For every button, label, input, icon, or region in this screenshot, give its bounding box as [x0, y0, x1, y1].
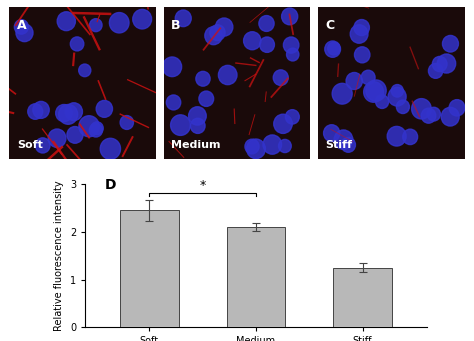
Circle shape: [283, 37, 299, 53]
Circle shape: [274, 114, 292, 133]
Circle shape: [36, 138, 50, 153]
Circle shape: [334, 130, 353, 149]
Circle shape: [346, 73, 363, 89]
Circle shape: [387, 127, 406, 146]
Text: B: B: [171, 19, 181, 32]
Circle shape: [355, 47, 370, 63]
Circle shape: [191, 118, 205, 133]
Circle shape: [57, 12, 75, 31]
Circle shape: [396, 100, 410, 114]
Circle shape: [33, 101, 49, 118]
Circle shape: [16, 24, 33, 42]
Circle shape: [215, 18, 233, 36]
Circle shape: [100, 138, 120, 159]
Circle shape: [432, 56, 447, 72]
Circle shape: [285, 110, 299, 124]
Circle shape: [59, 104, 78, 124]
Circle shape: [282, 8, 298, 25]
Y-axis label: Relative fluorescence intensity: Relative fluorescence intensity: [55, 180, 64, 331]
Text: Soft: Soft: [17, 140, 43, 150]
Circle shape: [350, 25, 368, 43]
Circle shape: [79, 64, 91, 77]
Circle shape: [411, 99, 431, 119]
Circle shape: [79, 116, 99, 137]
Text: C: C: [325, 19, 334, 32]
Circle shape: [89, 123, 102, 137]
Circle shape: [133, 9, 152, 29]
Text: A: A: [17, 19, 27, 32]
Bar: [227, 227, 285, 327]
Circle shape: [391, 85, 403, 97]
Circle shape: [120, 116, 134, 130]
Circle shape: [324, 125, 340, 142]
Circle shape: [328, 42, 340, 55]
Circle shape: [361, 70, 375, 85]
Circle shape: [375, 95, 389, 108]
Circle shape: [438, 54, 456, 73]
Circle shape: [166, 95, 181, 110]
Circle shape: [325, 41, 340, 57]
Text: *: *: [200, 179, 206, 192]
Circle shape: [273, 70, 288, 86]
Circle shape: [246, 139, 265, 159]
Circle shape: [354, 19, 369, 35]
Circle shape: [263, 135, 282, 154]
Circle shape: [388, 87, 406, 106]
Circle shape: [219, 65, 237, 85]
Circle shape: [244, 32, 261, 50]
Circle shape: [421, 108, 436, 123]
Bar: [333, 268, 392, 327]
Circle shape: [245, 139, 259, 154]
Circle shape: [341, 137, 356, 152]
Circle shape: [260, 37, 274, 53]
Circle shape: [332, 83, 352, 104]
Circle shape: [199, 91, 214, 106]
Text: Medium: Medium: [171, 140, 220, 150]
Circle shape: [171, 115, 191, 135]
Circle shape: [67, 127, 83, 143]
Circle shape: [428, 63, 443, 78]
Circle shape: [175, 10, 191, 27]
Circle shape: [364, 82, 383, 102]
Circle shape: [70, 37, 84, 51]
Circle shape: [366, 80, 386, 101]
Circle shape: [90, 19, 102, 32]
Circle shape: [163, 57, 182, 77]
Bar: [120, 210, 179, 327]
Circle shape: [259, 16, 274, 31]
Circle shape: [205, 27, 222, 45]
Circle shape: [48, 129, 66, 147]
Circle shape: [279, 139, 291, 152]
Circle shape: [55, 104, 72, 122]
Circle shape: [189, 107, 206, 125]
Circle shape: [14, 19, 28, 34]
Circle shape: [28, 104, 43, 119]
Circle shape: [65, 103, 82, 121]
Circle shape: [196, 71, 210, 86]
Circle shape: [441, 107, 459, 126]
Text: Stiff: Stiff: [325, 140, 352, 150]
Text: D: D: [104, 178, 116, 192]
Circle shape: [449, 100, 465, 116]
Circle shape: [109, 13, 129, 33]
Circle shape: [287, 48, 299, 61]
Circle shape: [427, 107, 440, 121]
Circle shape: [442, 35, 458, 52]
Circle shape: [403, 129, 418, 145]
Circle shape: [96, 100, 112, 117]
Circle shape: [91, 122, 103, 135]
Circle shape: [210, 25, 225, 41]
